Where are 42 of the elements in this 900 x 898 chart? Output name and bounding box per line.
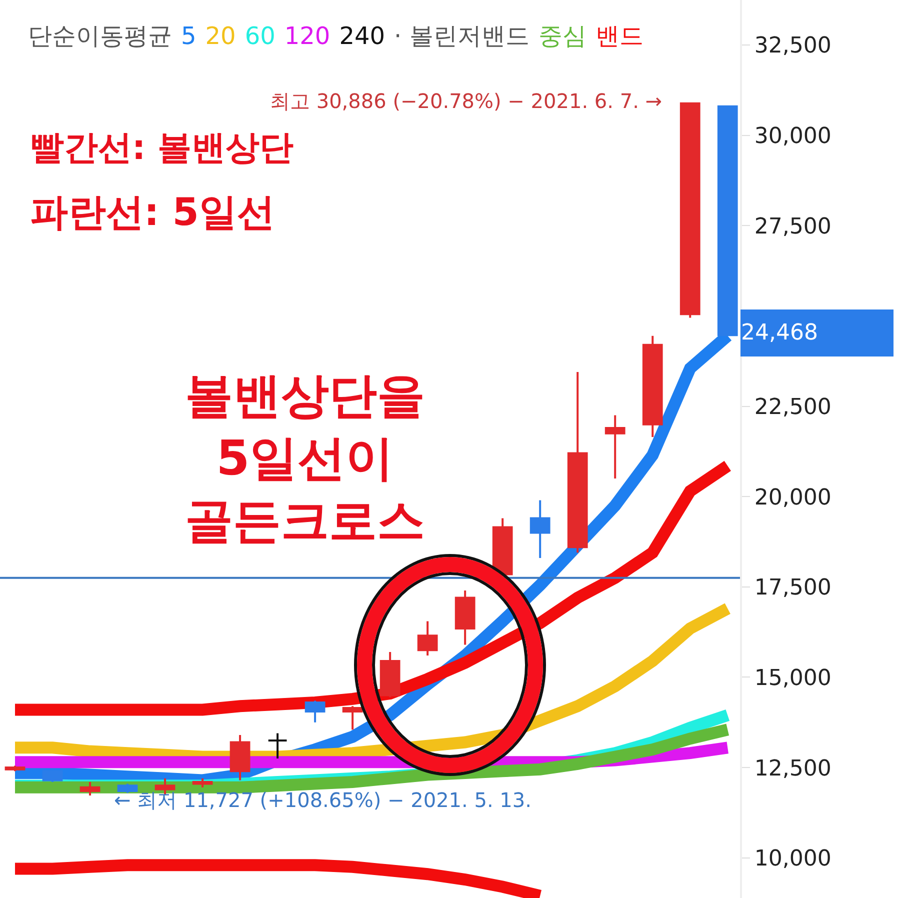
text: 20 — [205, 22, 236, 50]
annotation: ← 최저 11,727 (+108.65%) − 2021. 5. 13. — [114, 788, 532, 812]
y-tick-label: 32,500 — [754, 34, 832, 59]
text: 60 — [244, 22, 276, 50]
candlestick — [267, 732, 288, 760]
y-tick-label: 17,500 — [754, 576, 832, 601]
y-tick-label: 15,000 — [754, 666, 832, 691]
y-tick-label: 10,000 — [754, 846, 832, 872]
candlestick — [717, 105, 738, 336]
candlestick — [417, 620, 438, 657]
y-tick-label: 20,000 — [754, 485, 832, 510]
candlestick — [530, 499, 550, 560]
candlestick — [454, 590, 476, 646]
candlestick — [42, 770, 63, 783]
y-tick-label: 22,500 — [754, 394, 832, 420]
text: 밴드 — [595, 22, 644, 50]
text: 중심 — [538, 22, 586, 50]
text: 5 — [181, 22, 196, 50]
text: 24,468 — [741, 320, 818, 346]
candlestick — [80, 781, 100, 796]
text: 120 — [284, 22, 330, 50]
candlestick — [604, 414, 626, 480]
candlestick — [642, 334, 663, 438]
candlestick — [304, 700, 326, 724]
annotation: 최고 30,886 (−20.78%) − 2021. 6. 7. → — [270, 89, 662, 113]
candlestick — [492, 517, 513, 578]
text: · 볼린저밴드 — [394, 22, 530, 50]
annotation: 볼밴상단을 5일선이 골든크로스 — [185, 368, 425, 549]
y-tick-label: 30,000 — [754, 124, 832, 150]
y-tick-label: 12,500 — [754, 756, 832, 782]
candlestick — [380, 650, 400, 698]
candlestick — [230, 734, 250, 782]
candlestick — [192, 777, 213, 788]
candlestick — [342, 705, 363, 731]
candlestick — [117, 782, 138, 794]
y-tick-label: 27,500 — [754, 214, 832, 240]
annotation: 빨간선: 볼밴상단 — [30, 128, 294, 168]
legend-label: 240 — [339, 22, 385, 50]
legend-title: 단순이동평균 — [28, 22, 172, 50]
candlestick — [567, 370, 588, 554]
candlestick — [680, 102, 700, 319]
annotation: 파란선: 5일선 — [30, 190, 275, 234]
